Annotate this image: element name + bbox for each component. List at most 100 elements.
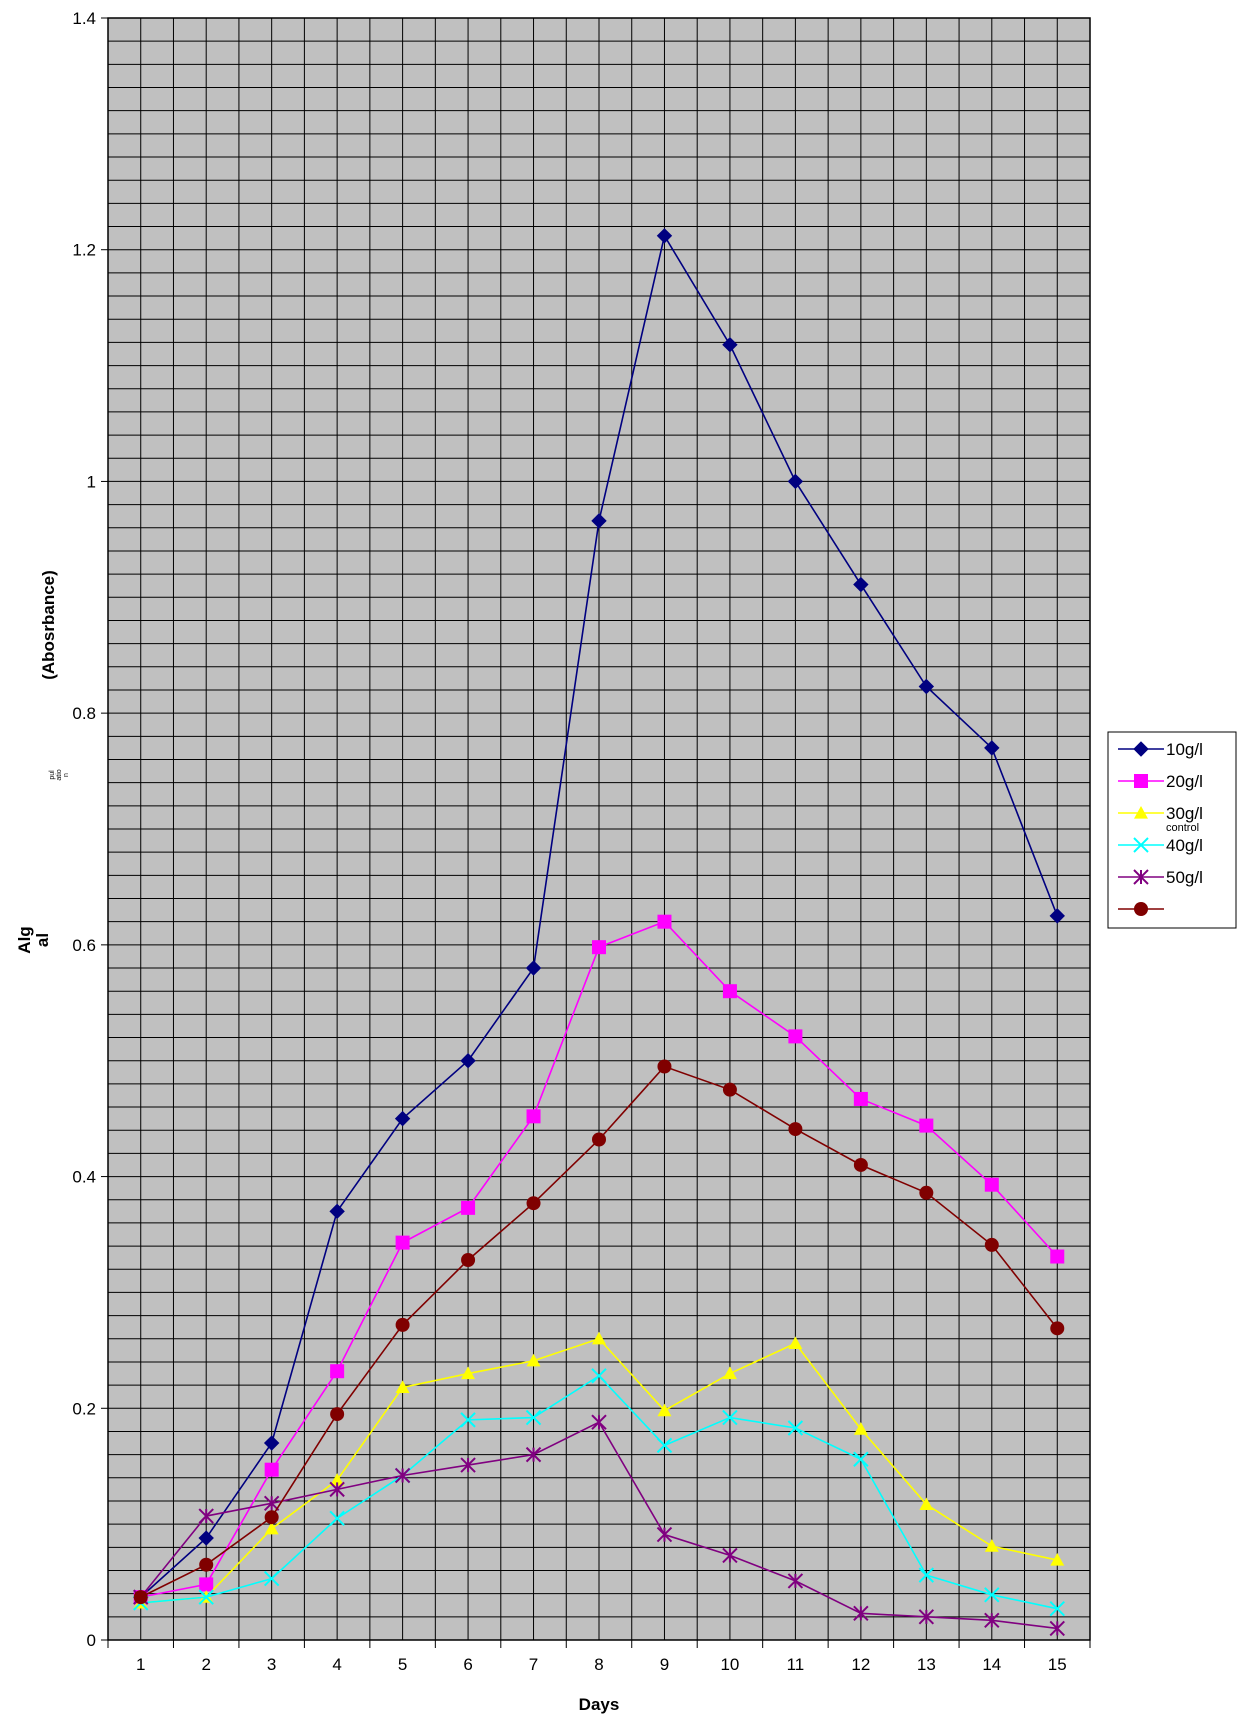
marker-square — [788, 1029, 803, 1044]
marker-diamond — [525, 960, 542, 976]
series-50g-l — [133, 1414, 1065, 1637]
marker-star — [460, 1457, 476, 1473]
marker-circle — [919, 1185, 934, 1200]
marker-triangle — [657, 1403, 672, 1417]
x-tick-label: 14 — [982, 1655, 1001, 1674]
marker-diamond — [198, 1530, 214, 1546]
legend-label: 50g/l — [1166, 868, 1203, 887]
marker-triangle — [722, 1366, 737, 1380]
marker-triangle — [788, 1336, 803, 1350]
x-tick-label: 10 — [720, 1655, 739, 1674]
x-tick-label: 13 — [917, 1655, 936, 1674]
y-axis-title-part: (Abosrbance) — [39, 570, 58, 680]
marker-star — [1133, 869, 1149, 885]
marker-circle — [199, 1557, 214, 1572]
marker-x — [329, 1510, 345, 1527]
y-tick-label: 1.2 — [72, 241, 96, 260]
series-40g-l — [133, 1368, 1065, 1617]
marker-square — [1134, 774, 1148, 788]
marker-triangle — [1134, 806, 1148, 819]
y-tick-label: 1 — [87, 472, 96, 491]
marker-triangle — [1050, 1553, 1065, 1566]
marker-square — [526, 1109, 541, 1124]
marker-circle — [264, 1510, 279, 1525]
y-tick-label: 0.8 — [72, 704, 96, 723]
x-axis: 1 2 3 4 5 6 7 8 9 10 11 12 13 14 15 — [107, 1640, 1091, 1674]
y-tick-label: 0 — [87, 1631, 96, 1650]
marker-x — [1049, 1601, 1065, 1617]
marker-circle — [133, 1590, 148, 1605]
marker-square — [1050, 1249, 1065, 1264]
x-tick-label: 7 — [529, 1655, 538, 1674]
marker-triangle — [853, 1422, 868, 1435]
series-10g-l — [133, 228, 1065, 1605]
x-axis-title: Days — [579, 1695, 620, 1714]
y-tick-label: 0.2 — [72, 1399, 96, 1418]
plot-border — [107, 17, 1091, 1641]
legend-label: 40g/l — [1166, 836, 1203, 855]
marker-x — [853, 1451, 869, 1467]
x-tick-label: 11 — [787, 1655, 805, 1674]
legend-item: 50g/l — [1118, 868, 1203, 887]
x-tick-label: 1 — [136, 1655, 145, 1674]
x-tick-label: 5 — [398, 1655, 407, 1674]
y-axis-title-part: Alg — [15, 926, 34, 953]
marker-circle — [395, 1317, 410, 1332]
marker-diamond — [918, 678, 935, 695]
marker-star — [525, 1446, 542, 1463]
x-tick-label: 9 — [660, 1655, 669, 1674]
marker-square — [264, 1462, 279, 1477]
marker-star — [722, 1547, 738, 1564]
marker-triangle — [264, 1521, 279, 1535]
marker-diamond — [263, 1435, 280, 1451]
marker-star — [394, 1467, 411, 1484]
marker-diamond — [1049, 908, 1065, 924]
marker-diamond — [591, 513, 607, 529]
marker-x — [460, 1412, 476, 1428]
marker-star — [1049, 1620, 1065, 1637]
x-tick-label: 6 — [463, 1655, 472, 1674]
x-tick-label: 3 — [267, 1655, 276, 1674]
legend-item: 20g/l — [1118, 772, 1203, 791]
marker-star — [263, 1495, 280, 1511]
marker-triangle — [592, 1331, 606, 1345]
marker-star — [198, 1508, 214, 1524]
series-unnamed — [133, 1059, 1065, 1605]
legend-item: 40g/l — [1118, 836, 1203, 855]
marker-circle — [526, 1196, 541, 1211]
marker-circle — [984, 1237, 999, 1252]
marker-triangle — [984, 1539, 999, 1552]
marker-circle — [461, 1252, 476, 1267]
marker-diamond — [984, 740, 1000, 756]
marker-square — [330, 1364, 345, 1379]
marker-square — [461, 1200, 476, 1215]
marker-diamond — [787, 473, 804, 490]
gridlines — [108, 18, 1090, 1640]
marker-circle — [853, 1157, 868, 1172]
marker-x — [984, 1587, 1000, 1603]
marker-x — [525, 1409, 542, 1426]
marker-square — [853, 1091, 868, 1106]
legend-label: 20g/l — [1166, 772, 1203, 791]
legend-item: 30g/l — [1118, 804, 1203, 823]
legend-item: 10g/l — [1118, 740, 1203, 759]
marker-square — [395, 1235, 410, 1250]
legend-item — [1118, 902, 1164, 916]
marker-x — [918, 1567, 935, 1583]
y-tick-label: 1.4 — [72, 9, 96, 28]
marker-x — [263, 1570, 280, 1587]
marker-square — [592, 940, 606, 955]
x-tick-label: 15 — [1048, 1655, 1067, 1674]
marker-square — [919, 1118, 934, 1133]
y-axis-title-part: n — [63, 773, 70, 777]
marker-diamond — [394, 1110, 411, 1127]
marker-circle — [330, 1407, 345, 1422]
marker-star — [853, 1605, 869, 1622]
marker-square — [199, 1577, 214, 1592]
legend-extra-label: control — [1166, 822, 1199, 834]
marker-circle — [722, 1082, 737, 1097]
marker-x — [198, 1589, 214, 1605]
marker-diamond — [460, 1053, 476, 1069]
y-axis-title-part: atio — [56, 769, 63, 780]
